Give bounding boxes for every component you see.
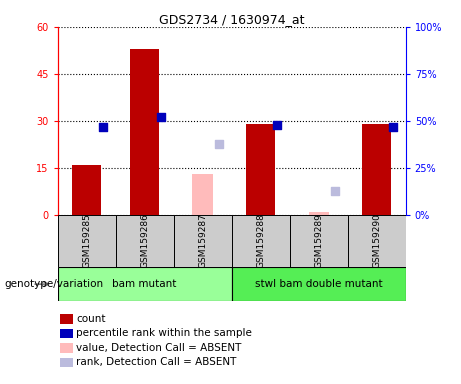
Bar: [130, 49, 159, 215]
Text: GSM159287: GSM159287: [198, 214, 207, 268]
Point: [157, 114, 165, 120]
Text: GSM159285: GSM159285: [82, 214, 91, 268]
Title: GDS2734 / 1630974_at: GDS2734 / 1630974_at: [159, 13, 304, 26]
Bar: [58, 215, 116, 267]
Bar: [231, 215, 290, 267]
Text: stwl bam double mutant: stwl bam double mutant: [255, 279, 383, 289]
Bar: [348, 215, 406, 267]
Point: [331, 187, 338, 194]
Text: percentile rank within the sample: percentile rank within the sample: [76, 328, 252, 338]
Text: bam mutant: bam mutant: [112, 279, 177, 289]
Bar: [362, 124, 391, 215]
Text: GSM159289: GSM159289: [314, 214, 323, 268]
Text: GSM159288: GSM159288: [256, 214, 265, 268]
Bar: [308, 212, 329, 215]
Text: genotype/variation: genotype/variation: [5, 279, 104, 289]
Bar: [290, 215, 348, 267]
Text: GSM159290: GSM159290: [372, 214, 381, 268]
Text: count: count: [76, 314, 106, 324]
Point: [389, 124, 396, 130]
Bar: [246, 124, 275, 215]
Bar: [231, 267, 406, 301]
Point: [215, 141, 223, 147]
Text: rank, Detection Call = ABSENT: rank, Detection Call = ABSENT: [76, 358, 236, 367]
Bar: [58, 267, 231, 301]
Text: GSM159286: GSM159286: [140, 214, 149, 268]
Point: [99, 124, 106, 130]
Bar: [116, 215, 174, 267]
Bar: [72, 165, 101, 215]
Point: [273, 122, 281, 128]
Bar: [193, 174, 213, 215]
Text: value, Detection Call = ABSENT: value, Detection Call = ABSENT: [76, 343, 242, 353]
Bar: [174, 215, 231, 267]
